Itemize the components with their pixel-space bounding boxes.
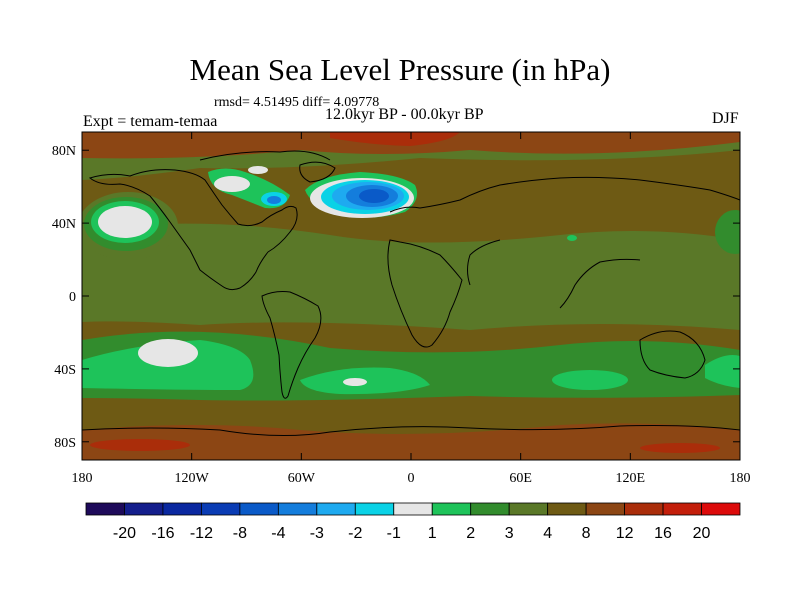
field-hudson-white [214,176,250,192]
y-axis: 80N 40N 0 40S 80S [52,144,740,451]
colorbar-swatch [624,502,664,516]
colorbar-swatch [239,502,279,516]
colorbar-swatch [662,502,702,516]
colorbar-label: -8 [233,525,247,542]
field-south-indian-green [552,370,628,390]
field-baffin-white [248,166,268,174]
colorbar-label: -12 [190,525,213,542]
field-tropical-band [82,223,740,330]
x-tick-label: 0 [408,471,415,486]
colorbar-label: 1 [428,525,437,542]
colorbar-swatch [701,502,741,516]
colorbar-label: 2 [466,525,475,542]
colorbar-swatch [316,502,356,516]
x-tick-label: 60E [509,471,532,486]
field-natl-darkblue [359,189,389,203]
stats-text: rmsd= 4.51495 diff= 4.09778 [214,95,380,110]
field-tibet-green [567,235,577,241]
x-tick-label: 180 [72,471,93,486]
colorbar-label: -16 [151,525,174,542]
colorbar-swatch [431,502,472,516]
map-field [82,132,740,460]
colorbar-swatch [508,502,549,516]
field-south-east-green [705,355,740,388]
colorbar-label: -4 [271,525,285,542]
colorbar-label: 8 [582,525,591,542]
chart-title: Mean Sea Level Pressure (in hPa) [189,52,611,87]
field-antarctic-brown [82,423,740,460]
colorbar-swatch [585,502,625,516]
colorbar-label: -2 [348,525,362,542]
field-arctic-high-red [330,132,460,146]
colorbar-label: 20 [693,525,711,542]
colorbar-label: -1 [387,525,401,542]
field-antarctic-red [90,439,190,451]
field-south-pacific-white [138,339,198,367]
experiment-text: Expt = temam-temaa [83,113,218,130]
period-text: 12.0kyr BP - 00.0kyr BP [325,106,484,123]
season-text: DJF [712,110,739,127]
y-tick-label: 40N [52,217,76,232]
coastlines [82,150,740,437]
colorbar-swatch [547,502,587,516]
field-south-atlantic-white [343,378,367,386]
colorbar-swatch [85,502,125,516]
colorbar-swatch [470,502,510,516]
colorbar-swatch [124,502,164,516]
colorbar-swatch [277,502,318,516]
colorbar-label: 16 [654,525,672,542]
y-tick-label: 0 [69,290,76,305]
y-tick-label: 80N [52,144,76,159]
field-npac-white [98,206,152,238]
x-tick-label: 120W [175,471,210,486]
colorbar-label: 3 [505,525,514,542]
colorbar-label: -20 [113,525,136,542]
x-tick-label: 180 [730,471,751,486]
x-axis: 180 120W 60W 0 60E 120E 180 [72,132,751,486]
colorbar-swatch [354,502,395,516]
colorbar-label: 4 [543,525,552,542]
x-tick-label: 120E [616,471,646,486]
field-wpac-green [715,210,740,254]
x-tick-label: 60W [288,471,316,486]
y-tick-label: 40S [54,363,76,378]
field-antarctic-red-east [640,443,720,453]
colorbar-label: 12 [616,525,634,542]
colorbar-label: -3 [310,525,324,542]
colorbar-swatch [162,502,202,516]
colorbar-swatch [201,502,241,516]
field-labrador-blue [267,196,281,204]
y-tick-label: 80S [54,436,76,451]
colorbar-swatch [393,502,433,516]
colorbar: -20 -16 -12 -8 -4 -3 -2 -1 1 2 3 4 8 12 16 20 [85,502,741,542]
